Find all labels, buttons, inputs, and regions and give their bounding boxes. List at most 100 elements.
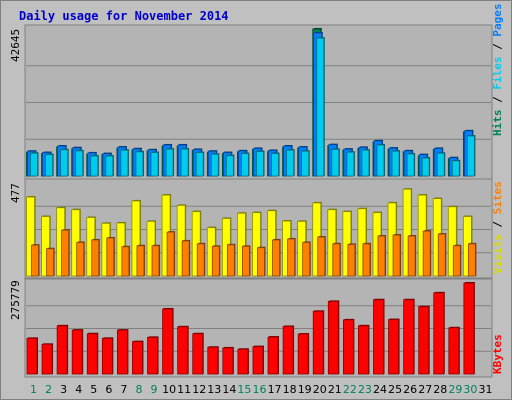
files-bar-19 (301, 150, 310, 177)
sites-bar-2 (46, 248, 54, 277)
hits-files-pages-legend-segment-3: / (491, 37, 504, 57)
x-tick-day-9: 9 (151, 383, 158, 396)
chart-title: Daily usage for November 2014 (19, 9, 229, 23)
visits-bar-26 (402, 188, 412, 277)
sites-bar-18 (287, 238, 295, 277)
kbytes-bar-19 (297, 333, 309, 375)
x-tick-day-4: 4 (75, 383, 82, 396)
sites-bar-23 (362, 243, 371, 277)
x-tick-day-5: 5 (90, 383, 97, 396)
visits-sites-legend-segment-2: Sites (491, 181, 504, 214)
files-bar-20 (316, 37, 325, 177)
kbytes-bar-10 (162, 308, 173, 375)
sites-bar-29 (452, 245, 461, 277)
x-tick-day-10: 10 (162, 383, 176, 396)
x-tick-day-20: 20 (313, 383, 327, 396)
x-tick-day-25: 25 (388, 383, 402, 396)
kbytes-side-label: KBytes (491, 334, 504, 374)
kbytes-bar-25 (388, 319, 399, 375)
kbytes-bar-4 (71, 329, 83, 375)
kbytes-bar-9 (147, 336, 158, 375)
hits-files-pages-legend-segment-2: Files (491, 57, 504, 90)
sites-bar-12 (196, 243, 205, 277)
sites-bar-27 (422, 230, 431, 277)
x-tick-day-24: 24 (373, 383, 387, 396)
visits-bar-29 (447, 206, 457, 277)
files-bar-8 (135, 151, 144, 177)
x-tick-day-3: 3 (60, 383, 67, 396)
files-bar-22 (346, 151, 355, 177)
kbytes-bar-30 (463, 282, 475, 375)
x-tick-day-29: 29 (448, 383, 462, 396)
kbytes-bar-28 (433, 292, 445, 375)
files-bar-27 (421, 157, 430, 177)
sites-bar-14 (226, 244, 235, 277)
sites-bar-25 (392, 234, 401, 277)
sites-bar-8 (136, 245, 145, 277)
visits-bar-23 (357, 208, 367, 277)
kbytes-bar-12 (192, 333, 204, 375)
kbytes-bar-27 (418, 306, 430, 375)
visits-sites-legend-segment-1: / (491, 214, 504, 234)
hits-files-pages-legend-segment-0: Hits (491, 110, 504, 137)
files-bar-18 (286, 149, 294, 177)
kbytes-bar-1 (26, 337, 38, 375)
kbytes-bar-14 (222, 347, 234, 375)
files-bar-29 (451, 160, 460, 177)
files-bar-5 (90, 155, 99, 177)
x-tick-day-27: 27 (418, 383, 432, 396)
kbytes-bar-24 (373, 299, 384, 375)
x-tick-day-19: 19 (298, 383, 312, 396)
files-bar-7 (120, 149, 129, 177)
files-bar-13 (210, 153, 219, 177)
x-tick-day-16: 16 (253, 383, 267, 396)
kbytes-bar-11 (177, 326, 189, 375)
hits-files-pages-legend-segment-1: / (491, 90, 504, 110)
kbytes-bar-23 (358, 325, 369, 375)
sites-bar-30 (467, 243, 476, 277)
x-tick-day-22: 22 (343, 383, 357, 396)
files-bar-2 (45, 154, 53, 177)
kbytes-bar-22 (342, 319, 354, 375)
kbytes-bar-8 (132, 341, 143, 375)
x-tick-day-1: 1 (30, 383, 37, 396)
sites-bar-21 (332, 243, 341, 277)
kbytes-bar-17 (267, 336, 279, 375)
kbytes-bar-18 (282, 326, 294, 375)
files-bar-9 (150, 152, 159, 177)
files-bar-21 (331, 149, 340, 177)
visits-bar-8 (131, 200, 141, 277)
hits-files-pages-legend-segment-4: Pages (491, 4, 504, 37)
x-tick-day-17: 17 (268, 383, 282, 396)
kbytes-bar-7 (116, 329, 128, 375)
x-tick-day-6: 6 (105, 383, 112, 396)
sites-bar-26 (407, 235, 416, 277)
x-tick-day-18: 18 (283, 383, 297, 396)
files-bar-17 (271, 153, 279, 177)
visits-bar-15 (237, 212, 246, 277)
files-bar-10 (165, 148, 174, 177)
sites-bar-24 (377, 235, 386, 277)
sites-bar-15 (242, 245, 250, 277)
x-tick-labels: 1 2 3 4 5 6 7 8 9 10 11 12 13 14 15 16 17 18 19 20 21 22 23 24 2… (30, 383, 492, 396)
kbytes-bar-5 (86, 333, 98, 375)
sites-bar-19 (302, 242, 311, 277)
files-bar-3 (60, 149, 69, 177)
files-bar-25 (391, 150, 400, 177)
files-bar-11 (180, 148, 189, 177)
x-tick-day-2: 2 (45, 383, 52, 396)
kbytes-bar-2 (41, 343, 53, 375)
sites-bar-3 (61, 229, 70, 277)
sites-bar-9 (151, 245, 160, 277)
hits-side-label: Hits / Files / Pages (491, 4, 504, 137)
x-tick-day-30: 30 (463, 383, 477, 396)
x-tick-day-7: 7 (120, 383, 127, 396)
x-tick-day-15: 15 (237, 383, 251, 396)
files-bar-28 (436, 152, 445, 177)
visits-bar-1 (26, 196, 35, 277)
sites-bar-10 (166, 231, 175, 277)
files-bar-6 (105, 155, 114, 177)
sites-bar-13 (211, 245, 220, 277)
visits-bar-2 (41, 216, 50, 277)
